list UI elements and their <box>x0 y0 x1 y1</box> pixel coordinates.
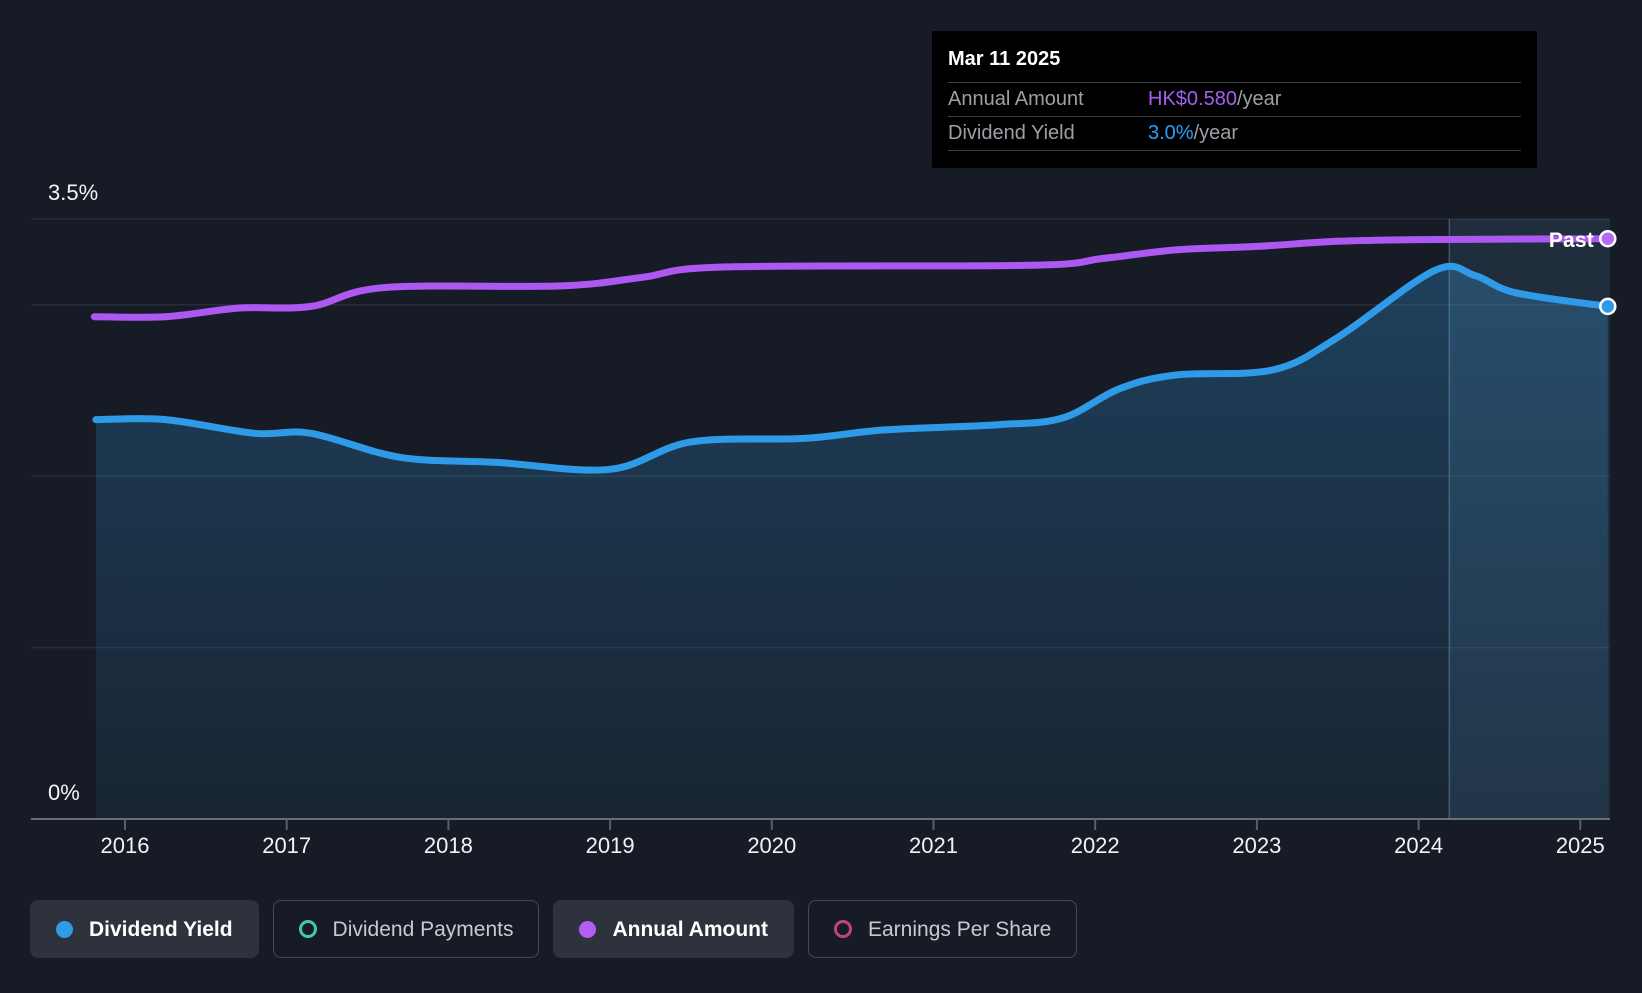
annual-amount-swatch-icon <box>579 920 597 938</box>
earnings-per-share-swatch-icon <box>834 920 852 938</box>
x-axis-label: 2020 <box>747 833 797 858</box>
x-axis-label: 2018 <box>423 833 473 858</box>
y-axis-label: 0% <box>48 780 80 805</box>
past-region-label: Past <box>1548 229 1594 252</box>
dividend-yield-area <box>95 266 1608 819</box>
tooltip-row-annual-amount: Annual Amount HK$0.580 /year <box>948 82 1521 116</box>
tooltip-value: 3.0% <box>1148 122 1194 144</box>
chart-legend: Dividend Yield Dividend Payments Annual … <box>30 900 1078 958</box>
tooltip-label: Dividend Yield <box>948 122 1075 144</box>
x-axis-label: 2016 <box>100 833 150 858</box>
tooltip-suffix: /year <box>1193 122 1239 144</box>
legend-toggle-annual-amount[interactable]: Annual Amount <box>553 900 794 958</box>
chart-tooltip: Mar 11 2025 Annual Amount HK$0.580 /year… <box>932 31 1537 168</box>
annual-amount-line <box>90 235 1612 321</box>
annual-amount-endpoint <box>1599 229 1617 248</box>
x-axis-label: 2022 <box>1070 833 1120 858</box>
y-axis-label: 3.5% <box>48 179 99 205</box>
dividend-yield-line <box>92 262 1612 474</box>
x-axis-label: 2024 <box>1394 833 1444 858</box>
x-axis-label: 2019 <box>585 833 635 858</box>
legend-toggle-dividend-yield[interactable]: Dividend Yield <box>30 900 259 958</box>
tooltip-date: Mar 11 2025 <box>948 48 1061 70</box>
x-axis-label: 2025 <box>1555 833 1605 858</box>
legend-label: Dividend Yield <box>89 917 233 941</box>
tooltip-value: HK$0.580 <box>1148 88 1237 110</box>
tooltip-row-dividend-yield: Dividend Yield 3.0% /year <box>948 116 1521 151</box>
tooltip-label: Annual Amount <box>948 88 1084 110</box>
legend-toggle-earnings-per-share[interactable]: Earnings Per Share <box>808 900 1078 958</box>
past-12m-band <box>1449 218 1610 819</box>
dividend-yield-swatch-icon <box>56 920 73 938</box>
x-axis-label: 2023 <box>1232 833 1282 858</box>
dividend-payments-swatch-icon <box>298 920 317 938</box>
x-axis-label: 2021 <box>909 833 958 858</box>
legend-label: Dividend Payments <box>332 917 514 941</box>
dividend-yield-endpoint <box>1599 297 1617 316</box>
x-axis-label: 2017 <box>262 833 312 858</box>
tooltip-suffix: /year <box>1236 88 1282 110</box>
legend-label: Annual Amount <box>612 917 768 941</box>
legend-label: Earnings Per Share <box>868 917 1052 941</box>
legend-toggle-dividend-payments[interactable]: Dividend Payments <box>272 900 540 958</box>
